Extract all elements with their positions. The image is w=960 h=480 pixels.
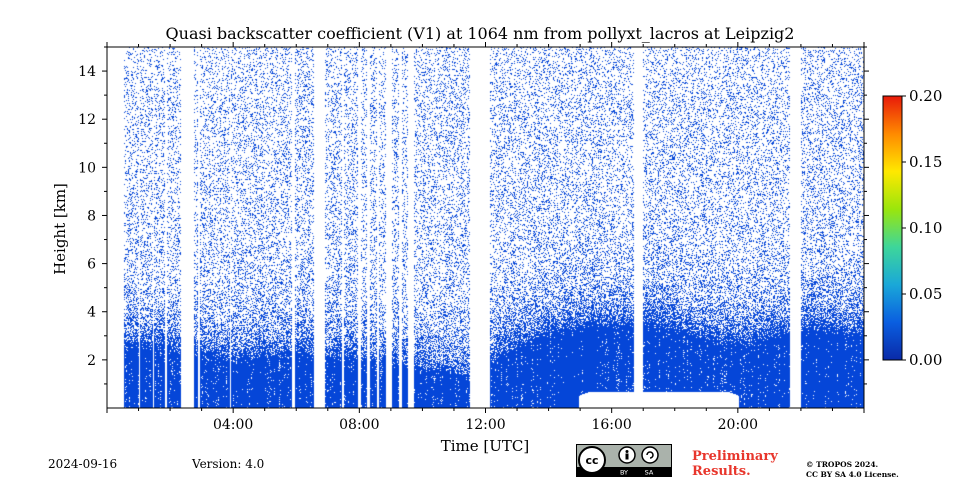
chart-title: Quasi backscatter coefficient (V1) at 10… [165,24,795,43]
share-alike-icon [641,446,659,464]
copyright-note: © TROPOS 2024. CC BY SA 4.0 License. [806,460,899,480]
cc-icon [578,446,606,474]
version-label: Version: 4.0 [192,457,265,471]
axes-ticks: 04:00 08:00 12:00 16:00 20:00 2 4 6 8 10 12 14 [78,42,869,433]
x-tick-label: 16:00 [591,417,631,433]
by-label: BY [620,469,628,477]
copyright-line-1: © TROPOS 2024. [806,460,879,469]
copyright-line-2: CC BY SA 4.0 License. [806,470,899,479]
y-tick-label: 14 [78,64,96,80]
y-tick-label: 12 [78,112,96,128]
sa-label: SA [645,469,654,477]
colorbar-tick-label: 0.00 [909,351,942,369]
y-tick-label: 6 [87,257,96,273]
date-label: 2024-09-16 [48,457,118,471]
x-axis-label: Time [UTC] [440,437,530,455]
preliminary-results-note: Preliminary Results. [692,449,778,479]
colorbar-tick-label: 0.10 [909,219,942,237]
y-tick-label: 2 [87,353,96,369]
backscatter-raster [107,47,864,408]
colorbar-tick-label: 0.15 [909,153,942,171]
colorbar: 0.00 0.05 0.10 0.15 0.20 [882,87,942,369]
x-tick-label: 12:00 [465,417,505,433]
backscatter-heatmap [107,47,864,408]
cc-license-badge: cc BY SA [576,444,672,477]
y-tick-label: 10 [78,160,96,176]
x-tick-label: 04:00 [213,417,253,433]
preliminary-line-2: Results. [692,464,751,479]
x-tick-label: 08:00 [339,417,379,433]
colorbar-tick-label: 0.05 [909,285,942,303]
colorbar-gradient [883,96,902,360]
colorbar-tick-label: 0.20 [909,87,942,105]
x-tick-label: 20:00 [718,417,758,433]
preliminary-line-1: Preliminary [692,449,778,464]
y-tick-label: 8 [87,208,96,224]
y-axis-label: Height [km] [51,183,69,275]
y-tick-label: 4 [87,305,96,321]
svg-text:cc: cc [585,454,598,467]
